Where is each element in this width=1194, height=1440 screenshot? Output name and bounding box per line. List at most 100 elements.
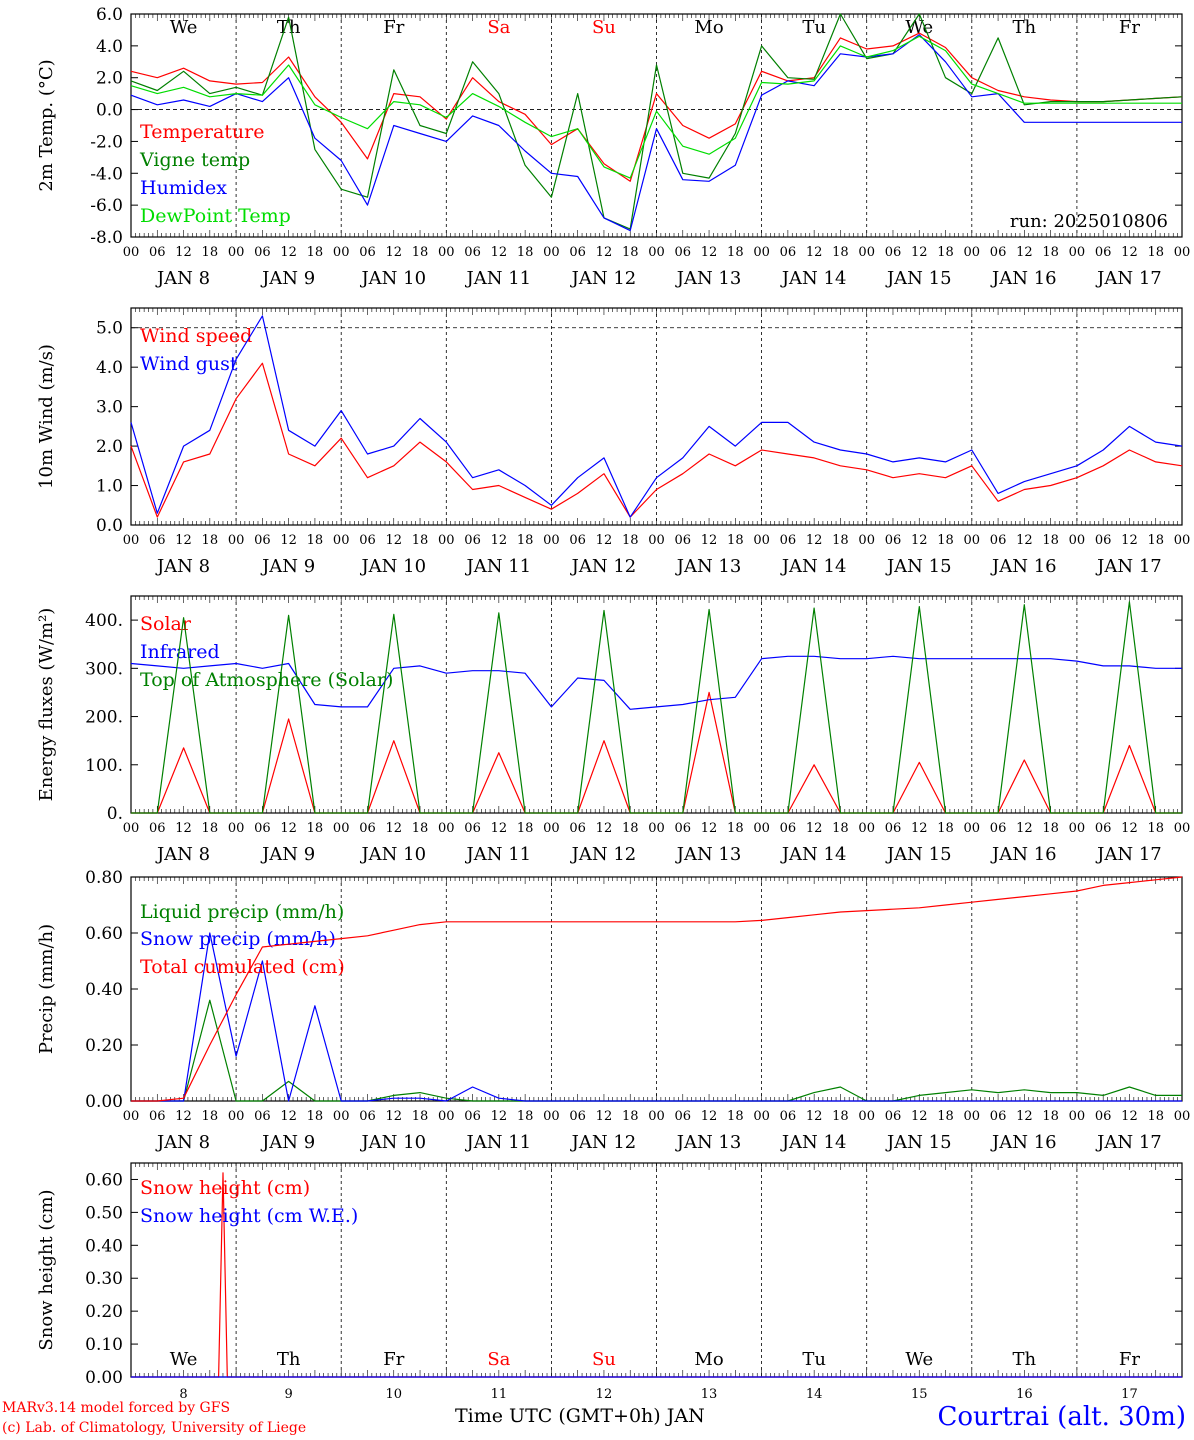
precip-hour-label: 18 xyxy=(727,1109,744,1124)
temp-day-name: Mo xyxy=(694,17,723,38)
flux-hour-label: 00 xyxy=(1069,821,1086,836)
snow-y-tick-label: 0.00 xyxy=(85,1368,123,1388)
flux-date-label: JAN 13 xyxy=(675,844,742,865)
wind-hour-label: 06 xyxy=(359,533,376,548)
temp-hour-label: 06 xyxy=(464,245,481,260)
precip-series-1-line xyxy=(131,932,1182,1102)
temp-hour-label: 18 xyxy=(832,245,849,260)
wind-hour-label: 06 xyxy=(885,533,902,548)
temp-series-2-line xyxy=(130,34,1182,232)
wind-y-tick-label: 0.0 xyxy=(96,516,123,536)
snow-day-name: Sa xyxy=(487,1349,510,1370)
precip-date-label: JAN 11 xyxy=(465,1132,532,1153)
precip-date-label: JAN 13 xyxy=(675,1132,742,1153)
snow-y-tick-label: 0.20 xyxy=(85,1302,123,1322)
flux-legend-1: Infrared xyxy=(140,641,220,663)
temp-hour-label: 18 xyxy=(622,245,639,260)
day-number-label: 16 xyxy=(1016,1387,1033,1402)
precip-date-label: JAN 17 xyxy=(1095,1132,1162,1153)
model-credit: MARv3.14 model forced by GFS xyxy=(2,1400,231,1416)
wind-hour-label: 00 xyxy=(543,533,560,548)
flux-hour-label: 18 xyxy=(937,821,954,836)
temp-date-label: JAN 15 xyxy=(885,268,952,289)
flux-hour-label: 12 xyxy=(701,821,718,836)
flux-hour-label: 12 xyxy=(175,821,192,836)
temp-hour-label: 00 xyxy=(438,245,455,260)
wind-hour-label: 00 xyxy=(228,533,245,548)
temp-legend-3: DewPoint Temp xyxy=(140,205,291,227)
flux-y-tick-label: 0. xyxy=(107,804,123,824)
temp-day-name: Th xyxy=(1013,17,1037,38)
snow-y-axis-label: Snow height (cm) xyxy=(36,1189,57,1350)
flux-hour-label: 06 xyxy=(569,821,586,836)
wind-hour-label: 06 xyxy=(675,533,692,548)
flux-hour-label: 00 xyxy=(858,821,875,836)
precip-date-label: JAN 12 xyxy=(570,1132,637,1153)
precip-hour-label: 00 xyxy=(1174,1109,1191,1124)
x-axis-label: Time UTC (GMT+0h) JAN xyxy=(455,1405,705,1427)
temp-hour-label: 18 xyxy=(937,245,954,260)
precip-hour-label: 12 xyxy=(911,1109,928,1124)
flux-hour-label: 00 xyxy=(543,821,560,836)
precip-hour-label: 18 xyxy=(937,1109,954,1124)
precip-hour-label: 06 xyxy=(885,1109,902,1124)
wind-series-1-line xyxy=(130,315,1183,518)
flux-hour-label: 00 xyxy=(438,821,455,836)
flux-hour-label: 18 xyxy=(307,821,324,836)
snow-legend-1: Snow height (cm W.E.) xyxy=(140,1205,358,1227)
temp-day-name: Sa xyxy=(487,17,510,38)
precip-hour-label: 12 xyxy=(1016,1109,1033,1124)
flux-hour-label: 00 xyxy=(333,821,350,836)
temp-hour-label: 00 xyxy=(648,245,665,260)
flux-hour-label: 06 xyxy=(990,821,1007,836)
wind-date-label: JAN 15 xyxy=(885,556,952,577)
temp-hour-label: 00 xyxy=(543,245,560,260)
flux-hour-label: 00 xyxy=(1174,821,1191,836)
snow-y-tick-label: 0.10 xyxy=(85,1335,123,1355)
flux-legend-0: Solar xyxy=(140,613,192,635)
temp-day-name: We xyxy=(170,17,198,38)
lab-credit: (c) Lab. of Climatology, University of L… xyxy=(2,1420,307,1436)
snow-day-name: We xyxy=(170,1349,198,1370)
wind-hour-label: 00 xyxy=(753,533,770,548)
station-name: Courtrai (alt. 30m) xyxy=(937,1402,1187,1432)
precip-hour-label: 06 xyxy=(780,1109,797,1124)
temp-date-label: JAN 17 xyxy=(1095,268,1162,289)
flux-hour-label: 18 xyxy=(727,821,744,836)
wind-hour-label: 06 xyxy=(569,533,586,548)
flux-y-tick-label: 300. xyxy=(85,659,123,679)
flux-date-label: JAN 17 xyxy=(1095,844,1162,865)
flux-date-label: JAN 16 xyxy=(990,844,1057,865)
precip-hour-label: 18 xyxy=(1042,1109,1059,1124)
temp-hour-label: 12 xyxy=(1016,245,1033,260)
wind-y-tick-label: 4.0 xyxy=(96,358,123,378)
precip-y-tick-label: 0.60 xyxy=(85,924,123,944)
precip-hour-label: 12 xyxy=(701,1109,718,1124)
precip-hour-label: 00 xyxy=(964,1109,981,1124)
flux-hour-label: 12 xyxy=(385,821,402,836)
wind-hour-label: 12 xyxy=(1121,533,1138,548)
wind-hour-label: 12 xyxy=(385,533,402,548)
flux-y-tick-label: 200. xyxy=(85,708,123,728)
flux-date-label: JAN 8 xyxy=(155,844,210,865)
wind-hour-label: 18 xyxy=(622,533,639,548)
precip-hour-label: 12 xyxy=(806,1109,823,1124)
snow-day-name: Th xyxy=(277,1349,301,1370)
temp-legend-1: Vigne temp xyxy=(139,149,250,171)
precip-legend-0: Liquid precip (mm/h) xyxy=(140,901,344,923)
wind-y-tick-label: 3.0 xyxy=(96,398,123,418)
flux-hour-label: 00 xyxy=(228,821,245,836)
temp-hour-label: 12 xyxy=(280,245,297,260)
day-number-label: 9 xyxy=(285,1387,293,1402)
flux-date-label: JAN 14 xyxy=(780,844,847,865)
snow-y-tick-label: 0.50 xyxy=(85,1203,123,1223)
precip-hour-label: 12 xyxy=(385,1109,402,1124)
snow-y-tick-label: 0.40 xyxy=(85,1236,123,1256)
flux-y-tick-label: 400. xyxy=(85,611,123,631)
wind-hour-label: 12 xyxy=(491,533,508,548)
flux-hour-label: 06 xyxy=(885,821,902,836)
temp-y-axis-label: 2m Temp. (°C) xyxy=(36,59,57,191)
precip-hour-label: 12 xyxy=(1121,1109,1138,1124)
wind-y-axis-label: 10m Wind (m/s) xyxy=(36,344,57,489)
wind-legend-0: Wind speed xyxy=(140,325,252,347)
